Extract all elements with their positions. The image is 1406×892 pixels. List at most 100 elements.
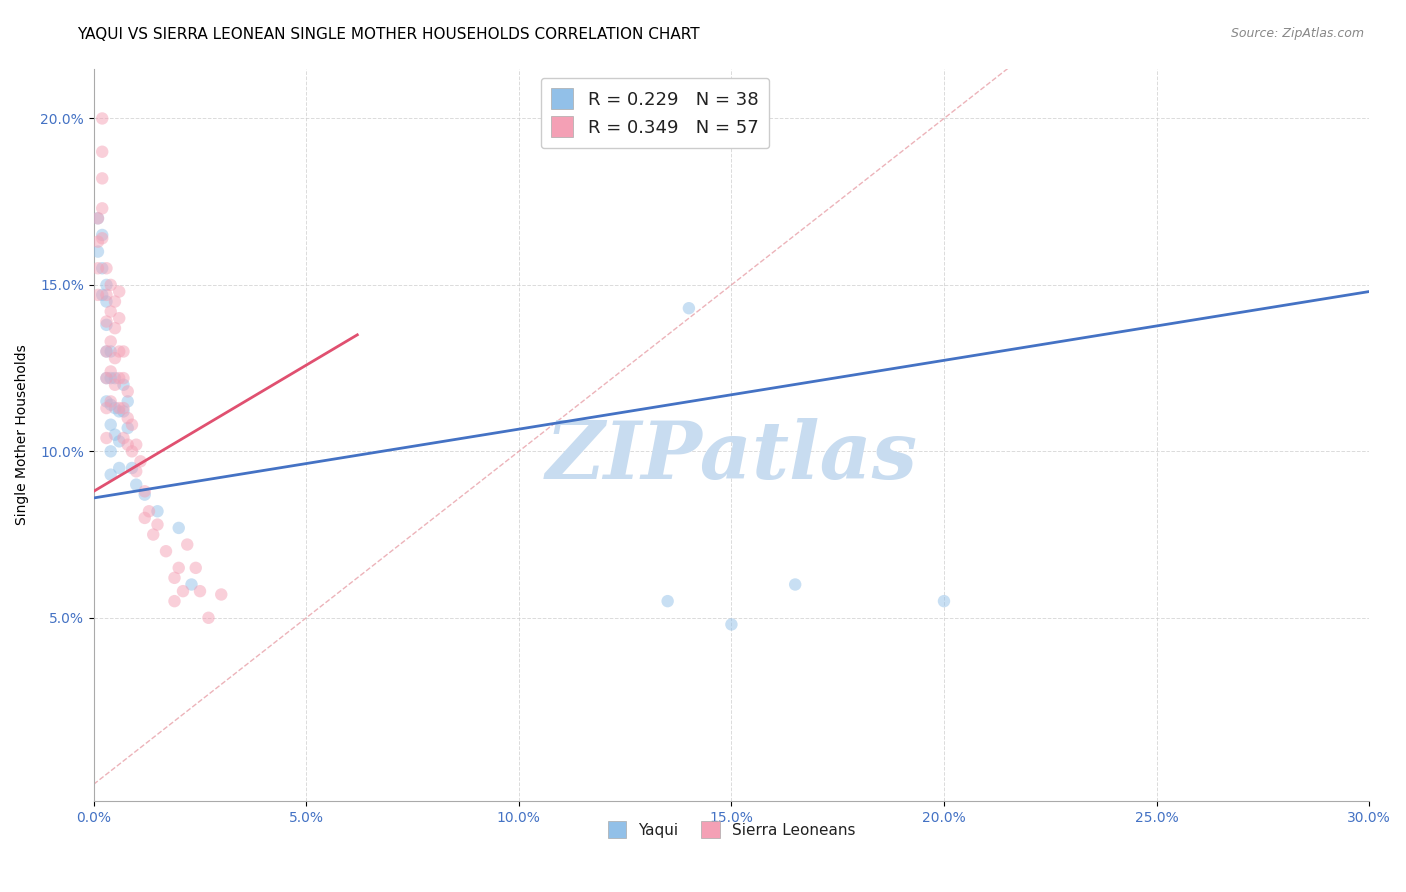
Point	[117, 394, 139, 409]
Point	[100, 277, 122, 292]
Point	[188, 584, 211, 599]
Point	[104, 321, 127, 335]
Point	[125, 477, 148, 491]
Point	[87, 244, 110, 259]
Point	[167, 561, 190, 575]
Point	[932, 594, 955, 608]
Point	[91, 202, 114, 216]
Point	[104, 427, 127, 442]
Point	[91, 261, 114, 276]
Point	[96, 371, 118, 385]
Y-axis label: Single Mother Households: Single Mother Households	[15, 344, 30, 525]
Point	[142, 527, 165, 541]
Point	[117, 421, 139, 435]
Legend: Yaqui, Sierra Leoneans: Yaqui, Sierra Leoneans	[602, 814, 862, 845]
Point	[184, 561, 207, 575]
Point	[100, 304, 122, 318]
Point	[657, 594, 679, 608]
Point	[91, 171, 114, 186]
Point	[121, 417, 143, 432]
Point	[104, 351, 127, 365]
Point	[146, 504, 169, 518]
Point	[146, 517, 169, 532]
Point	[176, 537, 198, 551]
Point	[117, 438, 139, 452]
Point	[112, 431, 135, 445]
Point	[96, 294, 118, 309]
Point	[112, 377, 135, 392]
Point	[91, 288, 114, 302]
Text: Source: ZipAtlas.com: Source: ZipAtlas.com	[1230, 27, 1364, 40]
Point	[96, 314, 118, 328]
Point	[87, 211, 110, 226]
Point	[104, 401, 127, 415]
Point	[121, 461, 143, 475]
Point	[96, 344, 118, 359]
Text: ZIPatlas: ZIPatlas	[546, 418, 918, 495]
Point	[163, 594, 186, 608]
Point	[91, 227, 114, 242]
Point	[96, 401, 118, 415]
Point	[87, 211, 110, 226]
Point	[96, 431, 118, 445]
Point	[100, 364, 122, 378]
Point	[100, 344, 122, 359]
Point	[180, 577, 202, 591]
Point	[100, 398, 122, 412]
Point	[91, 112, 114, 126]
Point	[91, 145, 114, 159]
Point	[129, 454, 152, 468]
Point	[117, 411, 139, 425]
Point	[125, 464, 148, 478]
Point	[155, 544, 177, 558]
Point	[87, 261, 110, 276]
Point	[96, 344, 118, 359]
Point	[209, 587, 232, 601]
Point	[163, 571, 186, 585]
Point	[108, 344, 131, 359]
Point	[112, 404, 135, 418]
Point	[87, 235, 110, 249]
Point	[100, 417, 122, 432]
Point	[104, 371, 127, 385]
Point	[138, 504, 160, 518]
Point	[108, 434, 131, 449]
Point	[112, 401, 135, 415]
Point	[96, 318, 118, 332]
Point	[87, 288, 110, 302]
Point	[108, 461, 131, 475]
Point	[125, 438, 148, 452]
Point	[134, 488, 156, 502]
Point	[96, 394, 118, 409]
Point	[108, 311, 131, 326]
Point	[100, 334, 122, 349]
Point	[91, 231, 114, 245]
Point	[96, 371, 118, 385]
Point	[172, 584, 194, 599]
Point	[108, 401, 131, 415]
Point	[104, 377, 127, 392]
Point	[104, 294, 127, 309]
Point	[100, 444, 122, 458]
Point	[785, 577, 807, 591]
Point	[108, 404, 131, 418]
Point	[100, 371, 122, 385]
Point	[108, 371, 131, 385]
Point	[96, 261, 118, 276]
Point	[100, 394, 122, 409]
Point	[197, 611, 219, 625]
Point	[108, 285, 131, 299]
Point	[134, 511, 156, 525]
Point	[720, 617, 742, 632]
Point	[117, 384, 139, 399]
Point	[121, 444, 143, 458]
Point	[167, 521, 190, 535]
Point	[112, 344, 135, 359]
Text: YAQUI VS SIERRA LEONEAN SINGLE MOTHER HOUSEHOLDS CORRELATION CHART: YAQUI VS SIERRA LEONEAN SINGLE MOTHER HO…	[77, 27, 700, 42]
Point	[112, 371, 135, 385]
Point	[96, 288, 118, 302]
Point	[678, 301, 700, 316]
Point	[96, 277, 118, 292]
Point	[100, 467, 122, 482]
Point	[134, 484, 156, 499]
